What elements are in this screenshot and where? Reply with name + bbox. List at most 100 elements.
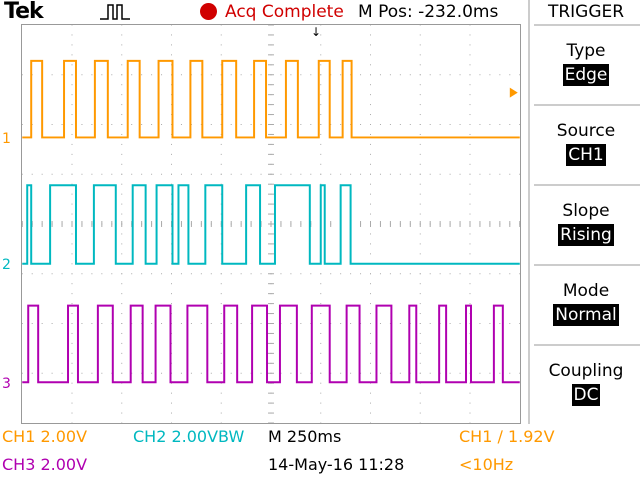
grid-dot [121, 133, 123, 135]
grid-dot [121, 233, 123, 235]
trigger-mode-button[interactable]: Mode Normal [530, 264, 640, 344]
grid-dot [71, 233, 73, 235]
status-header: Tek Acq Complete M Pos: -232.0ms [0, 0, 520, 24]
grid-dot [469, 283, 471, 285]
grid-dot [91, 273, 93, 275]
grid-dot [509, 173, 511, 175]
grid-dot [320, 392, 322, 394]
grid-dot [370, 124, 371, 125]
ch1-ground-marker[interactable]: 1 [2, 131, 11, 147]
grid-dot [320, 153, 322, 155]
grid-dot [71, 303, 73, 305]
grid-dot [210, 372, 212, 374]
grid-dot [121, 323, 123, 324]
grid-dot [370, 133, 371, 135]
grid-dot [41, 372, 43, 374]
grid-dot [22, 323, 23, 324]
grid-dot [121, 372, 123, 374]
grid-dot [370, 183, 371, 185]
ch2-ground-marker[interactable]: 2 [2, 257, 11, 273]
grid-dot [449, 372, 451, 374]
ch3-scale-readout[interactable]: CH3 2.00V [2, 455, 88, 474]
ch1-scale-readout[interactable]: CH1 2.00V [2, 427, 88, 446]
grid-dot [419, 412, 421, 414]
grid-dot [171, 283, 172, 285]
grid-dot [151, 124, 153, 125]
grid-dot [290, 372, 292, 374]
grid-dot [449, 273, 451, 275]
grid-dot [370, 104, 371, 106]
grid-dot [171, 273, 172, 275]
grid-dot [519, 124, 520, 125]
grid-dot [419, 283, 421, 285]
grid-dot [171, 412, 172, 414]
grid-dot [71, 382, 73, 384]
grid-dot [131, 124, 133, 125]
grid-dot [121, 213, 123, 215]
grid-dot [81, 372, 83, 374]
trigger-type-button[interactable]: Type Edge [530, 24, 640, 104]
grid-dot [220, 412, 222, 414]
trigger-coupling-button[interactable]: Coupling DC [530, 344, 640, 424]
grid-dot [459, 323, 461, 324]
grid-dot [419, 64, 421, 66]
grid-dot [419, 362, 421, 364]
trigger-position-marker-icon: ↓ [311, 25, 322, 39]
grid-dot [41, 173, 43, 175]
grid-dot [61, 124, 63, 125]
trigger-slope-button[interactable]: Slope Rising [530, 184, 640, 264]
grid-dot [111, 173, 113, 175]
ch2-scale-readout[interactable]: CH2 2.00VBW [133, 427, 245, 446]
grid-dot [71, 422, 73, 423]
ch3-ground-marker[interactable]: 3 [2, 376, 11, 392]
grid-dot [22, 173, 23, 175]
grid-dot [429, 173, 431, 175]
grid-dot [121, 153, 123, 155]
grid-dot [370, 323, 371, 324]
grid-dot [121, 313, 123, 315]
grid-dot [469, 293, 471, 295]
grid-dot [171, 54, 172, 56]
grid-dot [260, 74, 262, 76]
grid-dot [469, 253, 471, 255]
grid-dot [61, 273, 63, 275]
ch1-trace [22, 59, 520, 139]
grid-dot [121, 183, 123, 185]
grid-dot [370, 213, 371, 215]
grid-dot [320, 64, 322, 66]
grid-dot [121, 402, 123, 404]
grid-dot [320, 173, 322, 175]
grid-dot [101, 273, 103, 275]
grid-dot [479, 372, 481, 374]
grid-dot [121, 283, 123, 285]
grid-dot [131, 273, 133, 275]
grid-dot [180, 372, 182, 374]
grid-dot [320, 412, 322, 414]
grid-dot [171, 153, 172, 155]
trigger-source-button[interactable]: Source CH1 [530, 104, 640, 184]
grid-dot [320, 273, 322, 275]
grid-dot [230, 124, 232, 125]
grid-dot [71, 293, 73, 295]
grid-dot [389, 173, 391, 175]
grid-dot [220, 323, 222, 324]
grid-dot [220, 313, 222, 315]
grid-dot [389, 273, 391, 275]
grid-dot [190, 323, 192, 324]
waveforms [22, 59, 520, 384]
trigger-level-marker[interactable] [509, 87, 518, 98]
grid-dot [469, 193, 471, 195]
trigger-level-readout[interactable]: CH1 ∕ 1.92V [459, 427, 555, 446]
grid-dot [171, 34, 172, 36]
grid-dot [419, 25, 421, 26]
trigger-mode-label: Mode [562, 281, 610, 301]
grid-dot [499, 273, 501, 275]
waveform-display[interactable] [21, 24, 521, 424]
timebase-readout[interactable]: M 250ms [268, 427, 342, 446]
grid-dot [71, 84, 73, 86]
ch2-trace [22, 184, 520, 265]
grid-dot [131, 74, 133, 76]
grid-dot [71, 163, 73, 165]
grid-dot [320, 362, 322, 364]
grid-dot [489, 173, 491, 175]
